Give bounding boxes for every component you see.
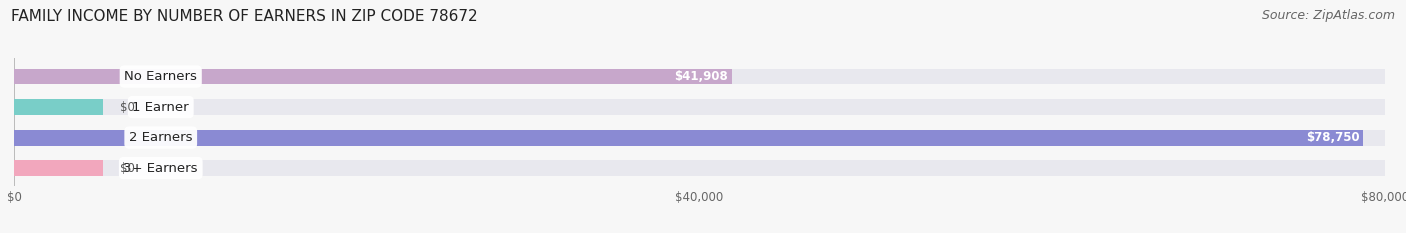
Bar <box>14 130 1385 146</box>
Text: $0: $0 <box>120 101 135 113</box>
Text: Source: ZipAtlas.com: Source: ZipAtlas.com <box>1261 9 1395 22</box>
Bar <box>14 130 1364 146</box>
Text: No Earners: No Earners <box>124 70 197 83</box>
Bar <box>14 160 1385 176</box>
Text: $41,908: $41,908 <box>675 70 728 83</box>
Bar <box>14 160 103 176</box>
Text: 2 Earners: 2 Earners <box>129 131 193 144</box>
Text: $78,750: $78,750 <box>1306 131 1360 144</box>
Text: 3+ Earners: 3+ Earners <box>124 162 198 175</box>
Text: $0: $0 <box>120 162 135 175</box>
Bar <box>14 69 733 85</box>
Text: FAMILY INCOME BY NUMBER OF EARNERS IN ZIP CODE 78672: FAMILY INCOME BY NUMBER OF EARNERS IN ZI… <box>11 9 478 24</box>
Text: 1 Earner: 1 Earner <box>132 101 188 113</box>
Bar <box>14 99 1385 115</box>
Bar <box>14 99 103 115</box>
Bar <box>14 69 1385 85</box>
